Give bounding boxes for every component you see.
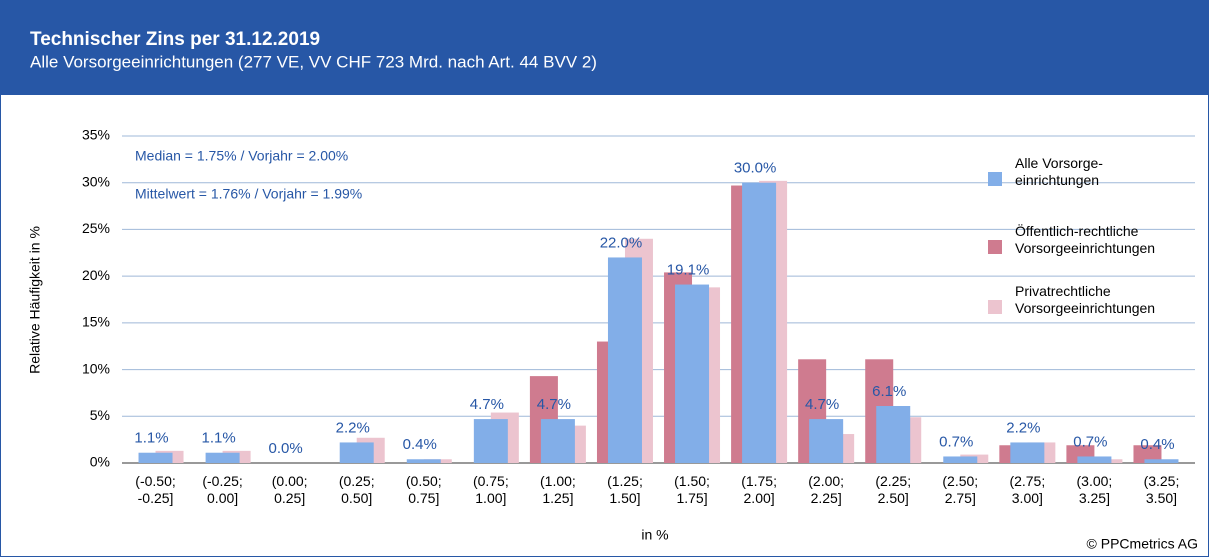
bar (1077, 456, 1112, 463)
bar (1133, 445, 1162, 463)
y-axis-label: Relative Häufigkeit in % (27, 226, 43, 374)
bar (339, 442, 374, 463)
data-label: 2.2% (336, 419, 370, 436)
annotation: Median = 1.75% / Vorjahr = 2.00% (135, 148, 348, 164)
bar (1144, 459, 1179, 463)
y-tick-label: 5% (90, 407, 110, 423)
y-tick-label: 35% (82, 127, 110, 143)
bar (809, 419, 844, 463)
x-tick-label: (1.50; 1.75] (674, 473, 710, 506)
data-label: 0.4% (403, 436, 437, 453)
bar (205, 452, 240, 463)
bar (473, 419, 508, 463)
x-tick-label: (2.50; 2.75] (942, 473, 978, 506)
legend-swatch (988, 300, 1002, 314)
x-tick-label: (0.75; 1.00] (473, 473, 509, 506)
x-tick-label: (2.75; 3.00] (1009, 473, 1045, 506)
y-tick-label: 30% (82, 173, 110, 189)
x-tick-label: (-0.50; -0.25] (135, 473, 175, 506)
x-tick-label: (2.25; 2.50] (875, 473, 911, 506)
x-tick-label: (2.00; 2.25] (808, 473, 844, 506)
data-label: 22.0% (600, 234, 643, 251)
bar (742, 182, 777, 463)
legend-label: Öffentlich-rechtliche Vorsorgeeinrichtung… (1015, 222, 1155, 256)
data-label: 0.7% (1073, 433, 1107, 450)
bar (1010, 442, 1045, 463)
data-label: 0.0% (269, 440, 303, 457)
bar (406, 459, 441, 463)
bar (540, 419, 575, 463)
bar (675, 284, 710, 463)
x-tick-label: (-0.25; 0.00] (202, 473, 242, 506)
data-label: 1.1% (134, 430, 168, 447)
x-tick-label: (1.75; 2.00] (741, 473, 777, 506)
x-tick-label: (0.50; 0.75] (406, 473, 442, 506)
x-tick-label: (1.25; 1.50] (607, 473, 643, 506)
y-tick-label: 25% (82, 220, 110, 236)
data-label: 4.7% (805, 396, 839, 413)
header (0, 0, 1209, 95)
data-label: 19.1% (667, 262, 710, 279)
x-tick-label: (1.00; 1.25] (540, 473, 576, 506)
y-tick-label: 15% (82, 314, 110, 330)
chart-subtitle: Alle Vorsorgeeinrichtungen (277 VE, VV C… (30, 52, 597, 71)
data-label: 0.4% (1140, 436, 1174, 453)
x-tick-label: (3.25; 3.50] (1144, 473, 1180, 506)
legend-label: Alle Vorsorge-einrichtungen (1015, 155, 1103, 188)
x-axis-label: in % (641, 527, 668, 543)
data-label: 1.1% (201, 430, 235, 447)
data-label: 0.7% (939, 433, 973, 450)
bar (876, 406, 911, 463)
x-tick-label: (3.00; 3.25] (1077, 473, 1113, 506)
data-label: 4.7% (537, 396, 571, 413)
legend-swatch (988, 240, 1002, 254)
x-tick-label: (0.00; 0.25] (272, 473, 308, 506)
bar (607, 257, 642, 463)
legend-swatch (988, 172, 1002, 186)
y-tick-label: 10% (82, 360, 110, 376)
chart-title: Technischer Zins per 31.12.2019 (30, 29, 320, 50)
data-label: 30.0% (734, 160, 777, 177)
bar (138, 452, 173, 463)
bar (943, 456, 978, 463)
data-label: 2.2% (1006, 419, 1040, 436)
y-tick-label: 20% (82, 267, 110, 283)
x-tick-label: (0.25; 0.50] (339, 473, 375, 506)
source: © PPCmetrics AG (1087, 536, 1198, 552)
y-tick-label: 0% (90, 454, 110, 470)
annotation: Mittelwert = 1.76% / Vorjahr = 1.99% (135, 186, 362, 202)
data-label: 6.1% (872, 383, 906, 400)
legend-label: Privatrechtliche Vorsorgeeinrichtungen (1015, 283, 1155, 316)
data-label: 4.7% (470, 396, 504, 413)
